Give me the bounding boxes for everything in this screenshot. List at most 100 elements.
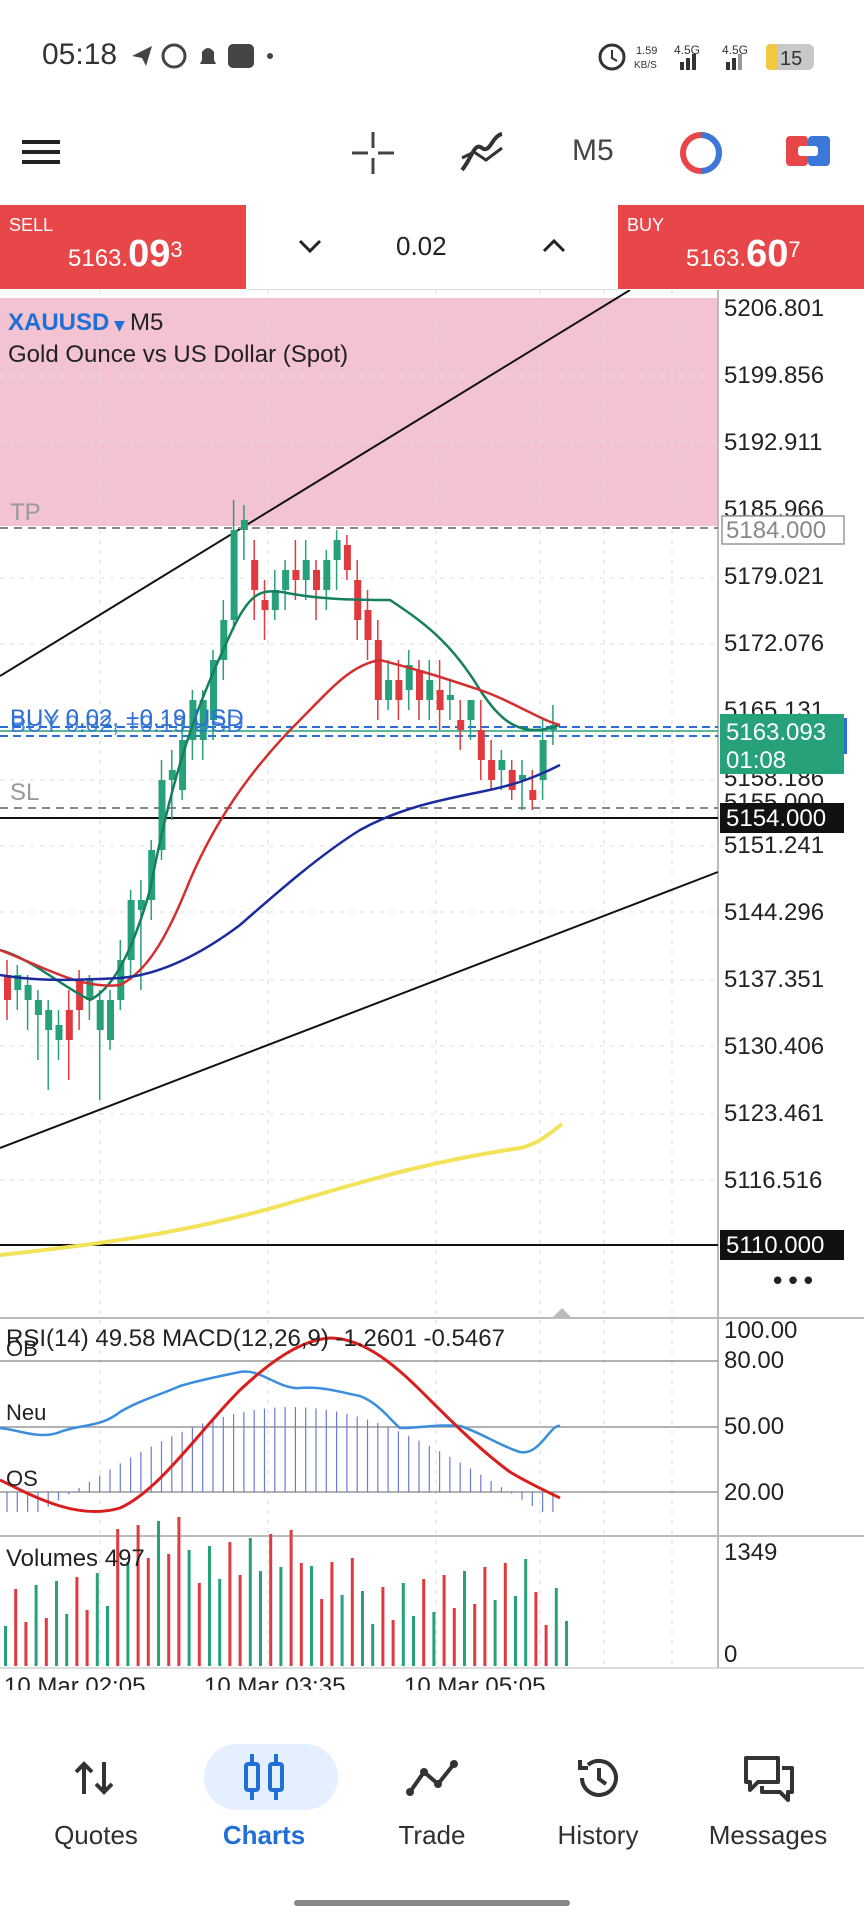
candle bbox=[539, 740, 547, 780]
timeframe-button[interactable]: M5 bbox=[572, 134, 614, 167]
candle bbox=[220, 620, 228, 660]
history-icon bbox=[578, 1759, 618, 1797]
chart-timeframe: M5 bbox=[130, 309, 163, 336]
volume-bar bbox=[452, 1608, 456, 1666]
volume-bar bbox=[361, 1591, 364, 1666]
volume-bar bbox=[565, 1621, 568, 1666]
messages-icon bbox=[744, 1756, 794, 1802]
rsi-line bbox=[0, 1370, 561, 1454]
candle bbox=[282, 570, 290, 590]
volume-bars bbox=[4, 1517, 568, 1666]
level-5110-value: 5110.000 bbox=[726, 1232, 824, 1259]
candle bbox=[127, 900, 135, 960]
decrease-lot-icon[interactable] bbox=[296, 233, 324, 261]
nav-history[interactable]: History bbox=[512, 1730, 684, 1870]
candle bbox=[24, 985, 32, 1000]
volume-bar bbox=[320, 1599, 324, 1666]
buy-label: BUY bbox=[627, 215, 665, 235]
svg-text:20.00: 20.00 bbox=[724, 1479, 784, 1506]
candle bbox=[168, 770, 176, 780]
indicators-icon[interactable] bbox=[458, 128, 506, 176]
volume-bar bbox=[24, 1622, 28, 1666]
candle bbox=[210, 660, 217, 720]
home-indicator bbox=[294, 1900, 570, 1906]
volume-bar bbox=[269, 1534, 273, 1666]
nav-quotes[interactable]: Quotes bbox=[10, 1730, 182, 1870]
sell-price: 5163.093 bbox=[68, 233, 183, 275]
trade-panel-icon[interactable] bbox=[786, 134, 830, 170]
candle bbox=[488, 760, 496, 780]
volume-bar bbox=[493, 1600, 497, 1666]
quotes-icon bbox=[74, 1761, 114, 1795]
crosshair-icon[interactable] bbox=[350, 130, 396, 176]
svg-text:4.5G: 4.5G bbox=[674, 43, 700, 57]
candle bbox=[117, 960, 125, 1000]
candlesticks bbox=[4, 500, 557, 1100]
current-price: 5163.093 bbox=[726, 719, 826, 746]
volume-bar bbox=[350, 1558, 354, 1666]
candle bbox=[467, 700, 475, 720]
candle bbox=[529, 790, 537, 800]
volume-bar bbox=[238, 1575, 242, 1666]
nav-charts[interactable]: Charts bbox=[178, 1730, 350, 1870]
volume-bar bbox=[299, 1563, 303, 1666]
candle bbox=[343, 545, 351, 570]
telegram-icon bbox=[132, 46, 152, 66]
volume-bar bbox=[432, 1612, 436, 1666]
candle bbox=[86, 980, 94, 1000]
candle bbox=[405, 665, 413, 690]
nav-messages[interactable]: Messages bbox=[682, 1730, 854, 1870]
volume-bar bbox=[310, 1566, 313, 1666]
candle bbox=[477, 730, 485, 760]
sl-value-box bbox=[720, 803, 844, 833]
sell-button[interactable]: SELL 5163.093 bbox=[0, 205, 246, 289]
volume-bar bbox=[65, 1614, 69, 1666]
volume-bar bbox=[503, 1563, 507, 1666]
ma-red bbox=[0, 658, 561, 987]
increase-lot-icon[interactable] bbox=[540, 231, 568, 259]
position-label: BUY 0.02, +0.19 USD bbox=[10, 705, 244, 732]
volume-bar bbox=[340, 1595, 344, 1666]
price-axis: 5206.801 5199.856 5192.911 5185.966 5179… bbox=[724, 295, 824, 1194]
volume-bar bbox=[248, 1538, 252, 1666]
volume-bar bbox=[4, 1626, 7, 1666]
volume-bar bbox=[442, 1575, 446, 1666]
candle bbox=[416, 670, 423, 700]
one-click-trading-icon[interactable] bbox=[678, 130, 724, 176]
gallery-icon bbox=[228, 44, 254, 68]
tp-label: TP bbox=[10, 499, 41, 526]
candle bbox=[446, 695, 454, 700]
volume-bar bbox=[116, 1529, 120, 1666]
volume-bar bbox=[483, 1567, 487, 1666]
candle bbox=[292, 570, 300, 580]
symbol-label[interactable]: XAUUSD bbox=[8, 309, 109, 336]
more-options-icon[interactable]: ••• bbox=[770, 1267, 816, 1297]
menu-icon[interactable] bbox=[22, 132, 64, 172]
svg-text:Neu: Neu bbox=[6, 1400, 46, 1425]
nav-trade[interactable]: Trade bbox=[346, 1730, 518, 1870]
ma-blue bbox=[0, 763, 561, 982]
tp-zone bbox=[0, 298, 718, 526]
candle bbox=[14, 975, 22, 990]
pane-resize-handle[interactable] bbox=[552, 1308, 572, 1318]
macd-histogram bbox=[6, 1407, 554, 1512]
volume-bar bbox=[106, 1606, 109, 1666]
candle bbox=[457, 720, 465, 730]
candle bbox=[333, 540, 341, 560]
svg-text:0: 0 bbox=[724, 1641, 737, 1668]
volume-bar bbox=[534, 1592, 538, 1666]
volume-bar bbox=[289, 1530, 293, 1666]
svg-text:5206.801: 5206.801 bbox=[724, 295, 824, 322]
time-label-1: 10 Mar 02:05 bbox=[4, 1673, 145, 1690]
candle bbox=[498, 760, 506, 770]
svg-text:1349: 1349 bbox=[724, 1539, 777, 1566]
candle bbox=[519, 775, 526, 780]
buy-button[interactable]: BUY 5163.607 bbox=[618, 205, 864, 289]
volume-bar bbox=[371, 1624, 375, 1666]
svg-text:5144.296: 5144.296 bbox=[724, 899, 824, 926]
price-chart[interactable]: XAUUSD ▼ M5 Gold Ounce vs US Dollar (Spo… bbox=[0, 290, 864, 1690]
candle bbox=[107, 1000, 114, 1040]
candle bbox=[137, 900, 145, 910]
lot-size-input[interactable]: 0.02 bbox=[396, 231, 447, 261]
volume-bar bbox=[55, 1581, 58, 1666]
